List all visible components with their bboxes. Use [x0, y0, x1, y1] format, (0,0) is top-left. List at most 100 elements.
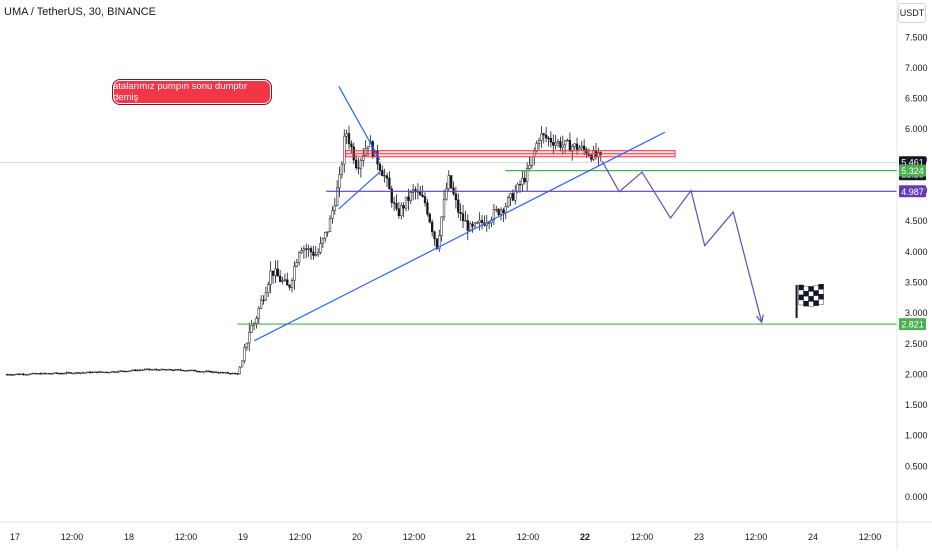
flag-square — [798, 289, 804, 296]
candle-body — [200, 371, 203, 373]
candle-body — [205, 370, 208, 373]
candle-body — [457, 199, 460, 213]
candle-body — [281, 280, 284, 282]
candle-body — [440, 216, 443, 236]
candle-body — [468, 223, 472, 231]
candle-body — [495, 209, 498, 211]
candle-body — [378, 163, 382, 171]
candle-body — [309, 248, 313, 253]
flag-square — [813, 300, 819, 306]
candle-body — [340, 163, 344, 175]
candle-body — [264, 292, 268, 301]
candle-body — [286, 279, 289, 286]
candle-body — [248, 332, 251, 344]
x-tick-label: 12:00 — [289, 532, 312, 542]
flag-square — [803, 300, 809, 307]
candle-body — [544, 134, 548, 139]
candle-body — [335, 187, 339, 206]
candle-body — [404, 196, 408, 209]
candle-body — [426, 202, 429, 215]
candle-body — [302, 248, 306, 252]
candle-body — [321, 238, 325, 244]
flag-square — [798, 294, 804, 301]
candle-body — [274, 268, 277, 276]
candle-body — [518, 183, 522, 186]
projection-layer — [601, 160, 764, 324]
candle-body — [295, 262, 298, 267]
candle-body — [514, 191, 517, 201]
candle-body — [556, 141, 560, 144]
candle-body — [338, 174, 341, 189]
candle-body — [124, 370, 127, 373]
candle-body — [31, 372, 35, 375]
candle-body — [464, 220, 467, 222]
flag-square — [798, 299, 804, 306]
candle-body — [243, 347, 246, 362]
candle-body — [24, 374, 28, 376]
level-5324-tag-bg — [899, 164, 926, 177]
candle-body — [433, 231, 436, 240]
candle-body — [333, 205, 336, 211]
finish-flag-layer — [795, 284, 824, 318]
candle-body — [77, 372, 80, 374]
flag-square — [813, 290, 819, 296]
candle-body — [297, 252, 301, 263]
candle-body — [580, 145, 583, 149]
candle-body — [540, 133, 543, 141]
candle-body — [110, 371, 113, 373]
candle-body — [207, 370, 211, 373]
candle-body — [34, 372, 37, 375]
candle-body — [202, 371, 206, 373]
candle-body — [269, 270, 272, 285]
annotation-note[interactable]: atalarımız pumpın sonu dumptır demiş — [112, 79, 272, 105]
candle-body — [573, 143, 576, 147]
candle-body — [571, 146, 574, 152]
candle-body — [179, 369, 182, 371]
candle-body — [478, 220, 481, 223]
candle-body — [148, 368, 151, 370]
x-tick-label: 12:00 — [403, 532, 426, 542]
candle-body — [445, 188, 448, 200]
candle-body — [115, 371, 118, 374]
candle-body — [65, 372, 68, 374]
candle-body — [271, 270, 275, 276]
y-tick-label: 2.500 — [905, 339, 928, 349]
candle-body — [131, 369, 135, 371]
candle-body — [559, 141, 562, 148]
candle-body — [219, 371, 222, 374]
level-4987-tag: 4.987 — [901, 187, 924, 197]
level-2821-tag: 2.821 — [901, 320, 924, 330]
candle-body — [438, 235, 441, 249]
y-tick-label: 6.500 — [905, 94, 928, 104]
candle-body — [428, 213, 431, 223]
candle-body — [357, 167, 360, 169]
candle-body — [231, 372, 234, 375]
candle-body — [155, 369, 158, 371]
candle-body — [366, 146, 370, 149]
x-tick-label: 17 — [10, 532, 20, 542]
candle-body — [41, 372, 44, 375]
candle-body — [381, 170, 384, 177]
candle-body — [62, 373, 66, 375]
candle-body — [442, 198, 446, 218]
candle-body — [191, 369, 194, 372]
level-4987-tag-bg — [899, 185, 926, 198]
candle-body — [153, 369, 156, 371]
x-tick-label: 12:00 — [175, 532, 198, 542]
flag-square — [808, 291, 814, 297]
candle-body — [226, 372, 230, 374]
candle-body — [582, 145, 586, 150]
candle-body — [466, 220, 469, 231]
trendlines — [254, 85, 666, 342]
candle-body — [535, 143, 538, 152]
candle-body — [198, 371, 201, 373]
currency-button[interactable]: USDT — [898, 3, 926, 23]
flag-square — [803, 295, 809, 302]
candle-body — [552, 142, 555, 146]
candle-body — [238, 366, 241, 375]
candle-body — [497, 209, 500, 215]
candle-body — [53, 372, 56, 374]
candle-body — [359, 160, 363, 169]
